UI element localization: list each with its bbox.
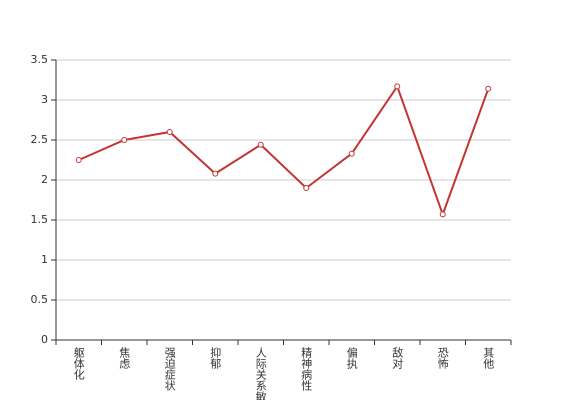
- point: [439, 211, 446, 218]
- point: [212, 170, 219, 177]
- x-tick-label: 偏执: [345, 346, 358, 370]
- x-tick-label: 抑郁: [209, 346, 222, 369]
- point: [348, 150, 355, 157]
- x-tick-label: 躯体化: [72, 347, 85, 381]
- x-tick-label: 人际关系敏感: [254, 347, 267, 400]
- x-tick-label: 焦虑: [118, 347, 131, 369]
- y-tick-label: 2.5: [31, 133, 49, 146]
- y-tick-label: 3.5: [31, 53, 49, 66]
- x-tick-label: 精神病性: [300, 347, 313, 392]
- point: [75, 157, 82, 163]
- point: [303, 185, 310, 191]
- x-tick-label: 强迫症状: [163, 347, 176, 391]
- point: [166, 129, 173, 135]
- y-tick-label: 2: [41, 173, 48, 186]
- y-tick-label: 0.5: [31, 293, 49, 306]
- y-tick-label: 1: [41, 253, 48, 266]
- line: [78, 84, 490, 218]
- point: [121, 137, 128, 143]
- y-tick-label: 0: [41, 333, 48, 346]
- x-tick-label: 恐怖: [436, 347, 449, 369]
- x-tick-label: 敌对: [391, 346, 404, 369]
- point: [257, 141, 264, 148]
- x-tick-label: 其他: [482, 347, 495, 369]
- y-tick-label: 1.5: [31, 213, 49, 226]
- y-tick-label: 3: [41, 93, 48, 106]
- point: [394, 83, 401, 90]
- point: [485, 85, 492, 92]
